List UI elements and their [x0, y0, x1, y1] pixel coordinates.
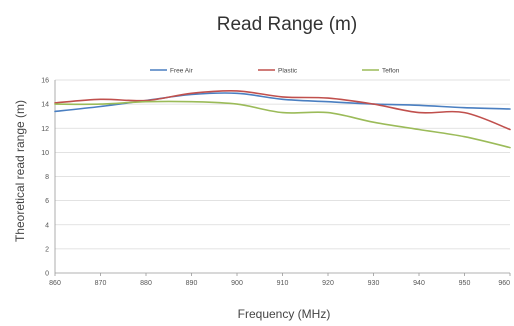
x-tick-label-950: 950	[459, 280, 471, 287]
y-tick-label-12: 12	[41, 126, 49, 133]
legend-label-free-air: Free Air	[170, 67, 194, 74]
y-tick-label-4: 4	[45, 222, 49, 229]
y-tick-labels: 0 2 4 6 8 10 12 14 16	[41, 78, 49, 278]
y-tick-label-10: 10	[41, 150, 49, 157]
y-axis-title: Theoretical read range (m)	[13, 100, 27, 242]
x-tick-label-910: 910	[277, 280, 289, 287]
x-tick-label-870: 870	[95, 280, 107, 287]
x-axis-title: Frequency (MHz)	[238, 307, 331, 321]
x-tick-label-880: 880	[140, 280, 152, 287]
x-tick-label-940: 940	[413, 280, 425, 287]
legend: Free Air Plastic Teflon	[150, 67, 400, 74]
y-tick-label-8: 8	[45, 174, 49, 181]
x-tick-label-930: 930	[368, 280, 380, 287]
y-tick-label-2: 2	[45, 246, 49, 253]
legend-label-plastic: Plastic	[278, 67, 298, 74]
x-tick-label-890: 890	[186, 280, 198, 287]
series-line-teflon	[54, 100, 511, 149]
x-tick-label-920: 920	[322, 280, 334, 287]
x-tick-label-860: 860	[49, 280, 61, 287]
y-tick-label-16: 16	[41, 78, 49, 85]
chart-title: Read Range (m)	[217, 14, 357, 35]
x-tick-label-900: 900	[231, 280, 243, 287]
y-tick-label-14: 14	[41, 102, 49, 109]
legend-label-teflon: Teflon	[382, 67, 400, 74]
y-tick-label-0: 0	[45, 271, 49, 278]
data-series	[54, 89, 511, 149]
grid-lines	[55, 79, 510, 250]
y-tick-label-6: 6	[45, 198, 49, 205]
axes	[54, 80, 511, 276]
series-line-plastic	[54, 89, 511, 131]
x-tick-label-960: 960	[498, 280, 510, 287]
x-tick-labels: 860 870 880 890 900 910 920 930 940 950 960	[49, 280, 510, 287]
